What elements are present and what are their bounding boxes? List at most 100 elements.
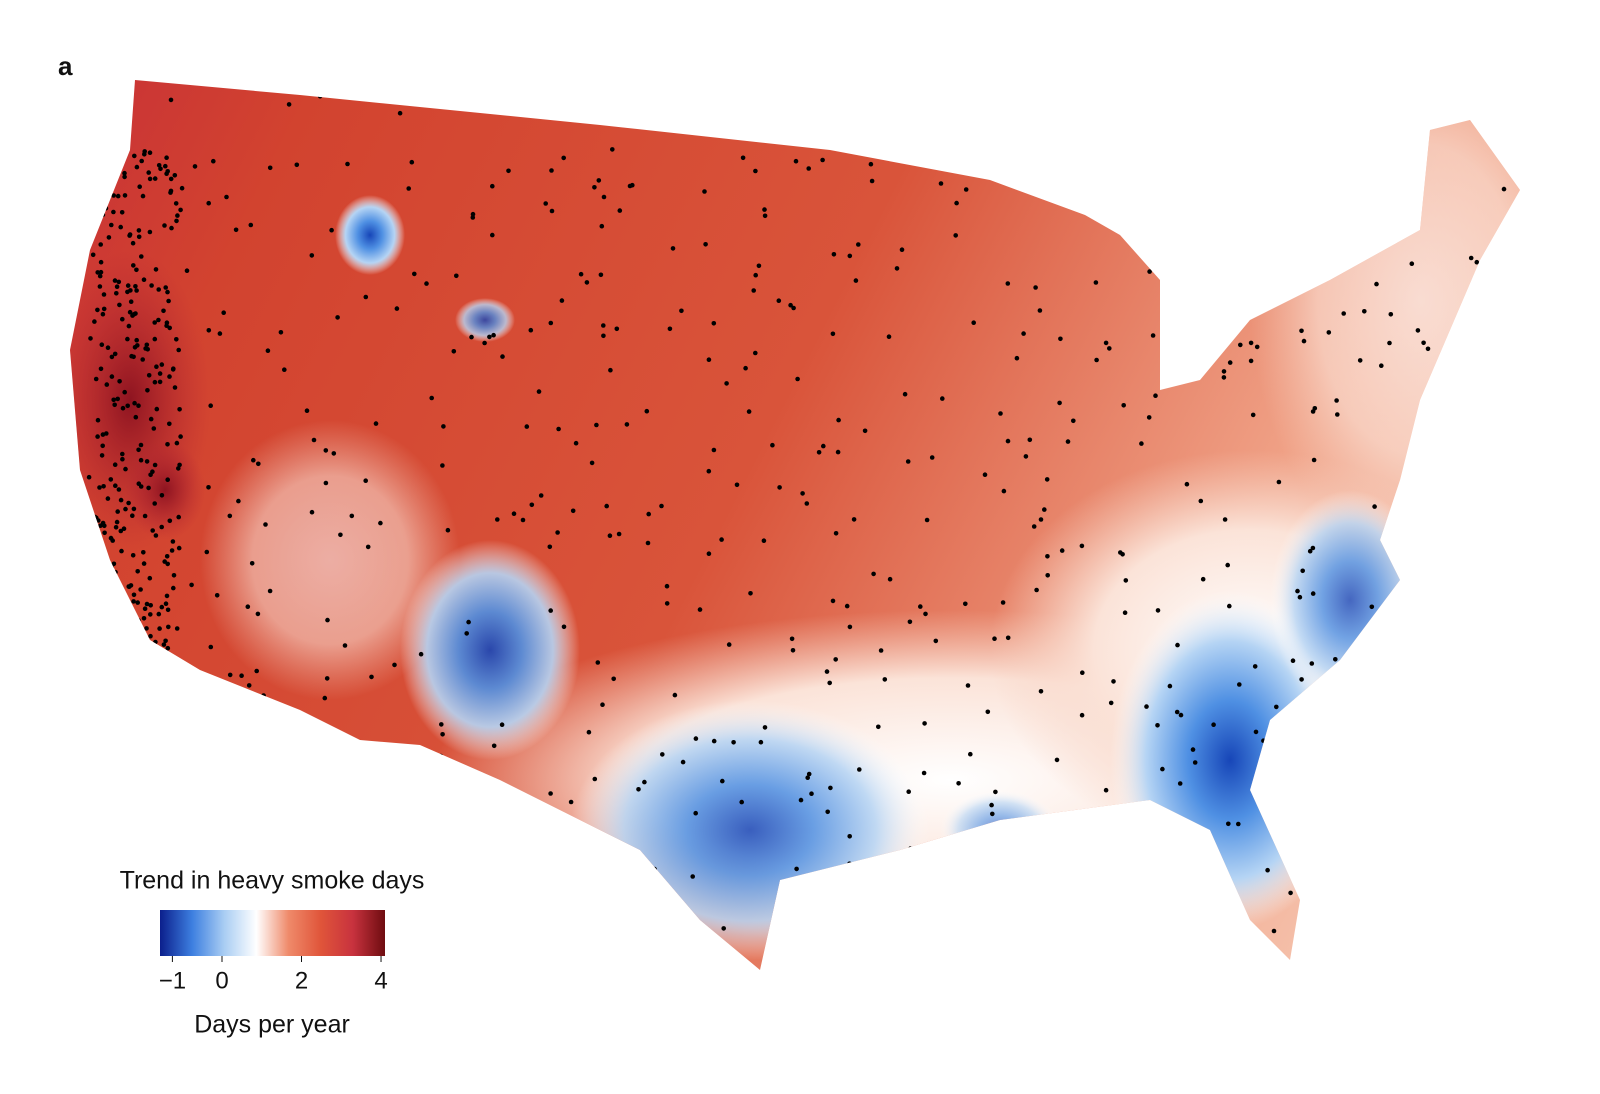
station-dot [109,222,114,228]
station-dot [601,333,606,339]
station-dot [1194,348,1199,354]
station-dot [659,503,664,509]
station-dot [1178,948,1183,954]
station-dot [157,379,163,385]
station-dot [101,484,106,489]
station-dot [317,93,323,99]
station-dot [922,721,927,726]
station-dot [624,422,630,427]
station-dot [105,496,111,501]
station-dot [882,677,888,682]
station-dot [100,212,106,218]
station-dot [1297,594,1303,600]
station-dot [1357,358,1363,363]
station-dot [466,619,471,625]
station-dot [111,397,116,403]
station-dot [165,289,170,295]
station-dot [134,337,139,343]
station-dot [711,321,717,326]
station-dot [578,271,584,277]
station-dot [495,517,500,522]
station-dot [645,540,651,546]
station-dot [1346,655,1351,661]
station-dot [98,269,104,275]
station-dot [929,98,934,104]
station-dot [286,102,292,107]
station-dot [690,874,695,879]
station-dot [1417,761,1422,767]
station-dot [1111,679,1116,684]
station-dot [1238,342,1243,348]
station-dot [255,461,261,467]
station-dot [870,876,876,882]
station-dot [1414,782,1420,788]
station-dot [153,533,159,538]
map-shade [200,420,460,700]
station-dot [165,607,171,613]
station-dot [543,201,548,206]
station-dot [589,460,595,466]
station-dot [1375,765,1381,771]
station-dot [1103,787,1109,793]
station-dot [1429,699,1435,704]
station-dot [112,462,118,468]
station-dot [208,403,213,409]
station-dot [267,165,273,171]
station-dot [412,271,417,277]
station-dot [1033,285,1038,290]
station-dot [1459,592,1465,598]
station-dot [985,709,991,715]
station-dot [833,657,838,662]
station-dot [1071,418,1076,424]
station-dot [847,834,852,839]
station-dot [429,395,435,401]
station-dot [997,128,1002,133]
station-dot [105,345,111,351]
station-dot [114,604,120,610]
station-dot [98,242,103,247]
station-dot [949,100,954,105]
station-dot [1374,652,1380,658]
station-dot [963,601,968,607]
station-dot [130,553,136,558]
station-dot [172,385,178,390]
station-dot [1487,376,1493,382]
station-dot [100,930,106,935]
map-shade [335,195,405,275]
station-dot [790,648,796,653]
station-dot [112,278,118,283]
station-dot [214,593,220,598]
station-dot [161,308,166,314]
station-dot [869,110,874,116]
station-dot [126,625,131,631]
station-dot [445,527,451,533]
station-dot [1403,889,1409,894]
station-dot [146,485,151,491]
station-dot [93,187,99,193]
station-dot [679,308,684,314]
station-dot [92,319,97,324]
station-dot [1045,554,1050,559]
station-dot [1079,712,1085,718]
station-dot [973,147,979,153]
station-dot [646,90,651,95]
station-dot [394,306,400,311]
station-dot [1326,330,1332,335]
station-dot [176,514,181,520]
station-dot [151,426,157,431]
station-dot [157,626,162,631]
station-dot [598,272,604,278]
colorbar-tick-label: −1 [159,967,186,994]
station-dot [125,283,131,288]
station-dot [1440,394,1446,399]
station-dot [100,659,106,665]
station-dot [601,323,606,328]
panel-label: a [58,51,73,81]
station-dot [844,603,850,609]
station-dot [1372,504,1377,509]
station-dot [221,310,226,316]
station-dot [112,351,118,357]
station-dot [1190,747,1196,752]
station-dot [233,896,238,902]
station-dot [174,218,179,224]
